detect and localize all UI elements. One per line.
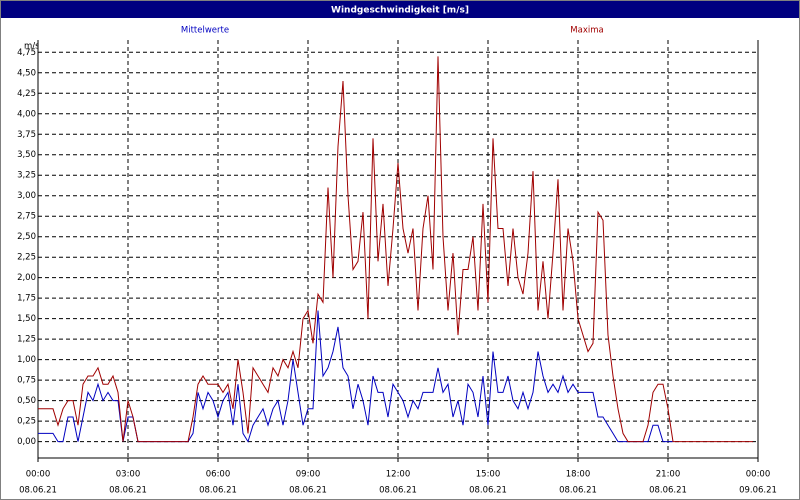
x-tick-label: 09:00	[296, 470, 321, 480]
y-tick-label: 3,25	[17, 171, 36, 181]
y-tick-label: 0,75	[17, 376, 36, 386]
x-tick-date: 08.06.21	[199, 486, 237, 496]
y-tick-label: 0,50	[17, 396, 36, 406]
y-tick-label: 1,25	[17, 335, 36, 345]
y-tick-label: 2,50	[17, 232, 36, 242]
x-tick-label: 03:00	[116, 470, 141, 480]
y-axis-label: m/s	[24, 42, 40, 52]
x-tick-label: 00:00	[746, 470, 771, 480]
legend-label: Maxima	[570, 26, 603, 36]
plot-area	[38, 40, 758, 458]
x-tick-date: 08.06.21	[109, 486, 147, 496]
y-tick-label: 0,25	[17, 417, 36, 427]
x-tick-label: 12:00	[386, 470, 411, 480]
y-tick-label: 4,25	[17, 89, 36, 99]
data-line	[38, 56, 753, 443]
x-tick-date: 09.06.21	[739, 486, 777, 496]
y-tick-label: 2,00	[17, 273, 36, 283]
x-tick-date: 08.06.21	[19, 486, 57, 496]
y-tick-label: 0,00	[17, 437, 36, 447]
legend-label: Mittelwerte	[181, 26, 229, 36]
y-tick-label: 3,00	[17, 191, 36, 201]
title-bar	[1, 1, 799, 18]
x-tick-date: 08.06.21	[559, 486, 597, 496]
y-tick-label: 4,75	[17, 48, 36, 58]
x-tick-label: 15:00	[476, 470, 501, 480]
x-tick-label: 06:00	[206, 470, 231, 480]
y-tick-label: 2,75	[17, 212, 36, 222]
x-tick-date: 08.06.21	[379, 486, 417, 496]
x-tick-label: 00:00	[26, 470, 51, 480]
x-tick-date: 08.06.21	[289, 486, 327, 496]
y-tick-label: 4,00	[17, 109, 36, 119]
x-tick-date: 08.06.21	[469, 486, 507, 496]
y-tick-label: 1,50	[17, 314, 36, 324]
y-tick-label: 1,75	[17, 294, 36, 304]
y-tick-label: 3,50	[17, 150, 36, 160]
x-tick-label: 21:00	[656, 470, 681, 480]
chart-title: Windgeschwindigkeit [m/s]	[331, 6, 469, 16]
x-tick-label: 18:00	[566, 470, 591, 480]
y-tick-label: 4,50	[17, 68, 36, 78]
y-tick-label: 1,00	[17, 355, 36, 365]
y-tick-label: 2,25	[17, 253, 36, 263]
x-tick-date: 08.06.21	[649, 486, 687, 496]
y-tick-label: 3,75	[17, 130, 36, 140]
